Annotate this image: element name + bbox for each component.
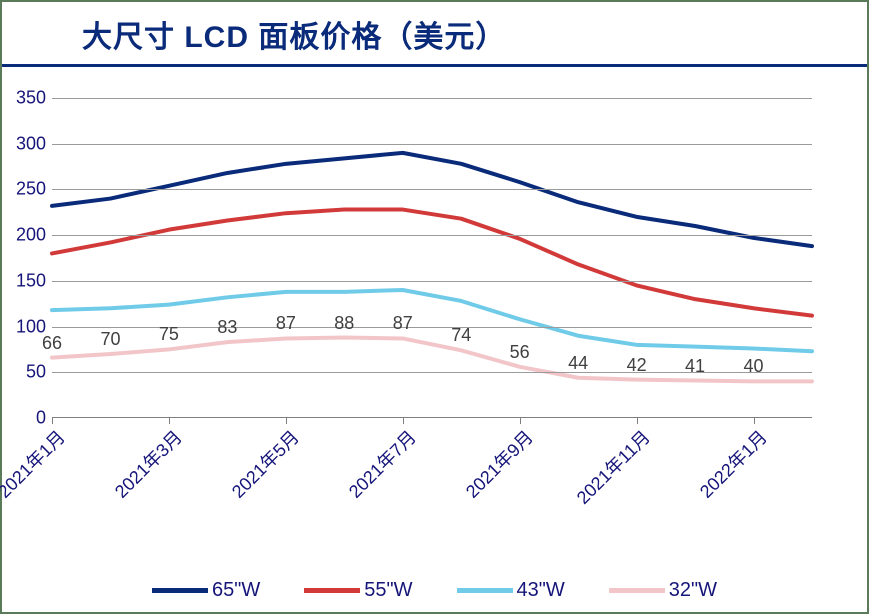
legend-swatch [609, 588, 665, 593]
gridline [52, 235, 812, 236]
legend-swatch [152, 588, 208, 593]
y-tick-label: 50 [6, 362, 46, 383]
y-tick-label: 350 [6, 88, 46, 109]
x-tick-label: 2021年1月 [0, 424, 70, 503]
x-tick-label: 2021年5月 [225, 424, 304, 503]
gridline [52, 189, 812, 190]
data-label: 40 [744, 356, 764, 377]
y-tick-label: 150 [6, 270, 46, 291]
data-label: 66 [42, 332, 62, 353]
chart-title: 大尺寸 LCD 面板价格（美元） [82, 12, 506, 56]
y-tick-label: 0 [6, 408, 46, 429]
y-tick-label: 200 [6, 225, 46, 246]
data-label: 87 [276, 313, 296, 334]
y-tick-label: 300 [6, 133, 46, 154]
legend-item: 32"W [609, 579, 717, 602]
chart-frame: 大尺寸 LCD 面板价格（美元） 05010015020025030035020… [0, 0, 869, 614]
legend-label: 43"W [517, 579, 565, 602]
data-label: 42 [627, 354, 647, 375]
data-label: 74 [451, 325, 471, 346]
data-label: 44 [568, 353, 588, 374]
x-tick-label: 2021年3月 [108, 424, 187, 503]
legend-swatch [304, 588, 360, 593]
gridline [52, 144, 812, 145]
legend-item: 43"W [457, 579, 565, 602]
plot-area: 0501001502002503003502021年1月2021年3月2021年… [52, 98, 812, 418]
x-tick-label: 2021年9月 [459, 424, 538, 503]
data-label: 83 [217, 317, 237, 338]
gridline [52, 98, 812, 99]
data-label: 88 [334, 312, 354, 333]
x-tick-label: 2022年1月 [693, 424, 772, 503]
legend-item: 55"W [304, 579, 412, 602]
title-bar: 大尺寸 LCD 面板价格（美元） [2, 8, 867, 67]
legend-label: 32"W [669, 579, 717, 602]
legend: 65"W 55"W 43"W 32"W [2, 579, 867, 602]
gridline [52, 281, 812, 282]
x-tick-label: 2021年7月 [342, 424, 421, 503]
legend-item: 65"W [152, 579, 260, 602]
data-label: 41 [685, 355, 705, 376]
data-label: 87 [393, 313, 413, 334]
data-label: 56 [510, 342, 530, 363]
legend-swatch [457, 588, 513, 593]
legend-label: 65"W [212, 579, 260, 602]
y-tick-label: 250 [6, 179, 46, 200]
legend-label: 55"W [364, 579, 412, 602]
x-tick-mark [52, 418, 53, 424]
data-label: 70 [100, 329, 120, 350]
y-tick-label: 100 [6, 316, 46, 337]
x-tick-label: 2021年11月 [570, 424, 655, 509]
data-label: 75 [159, 324, 179, 345]
